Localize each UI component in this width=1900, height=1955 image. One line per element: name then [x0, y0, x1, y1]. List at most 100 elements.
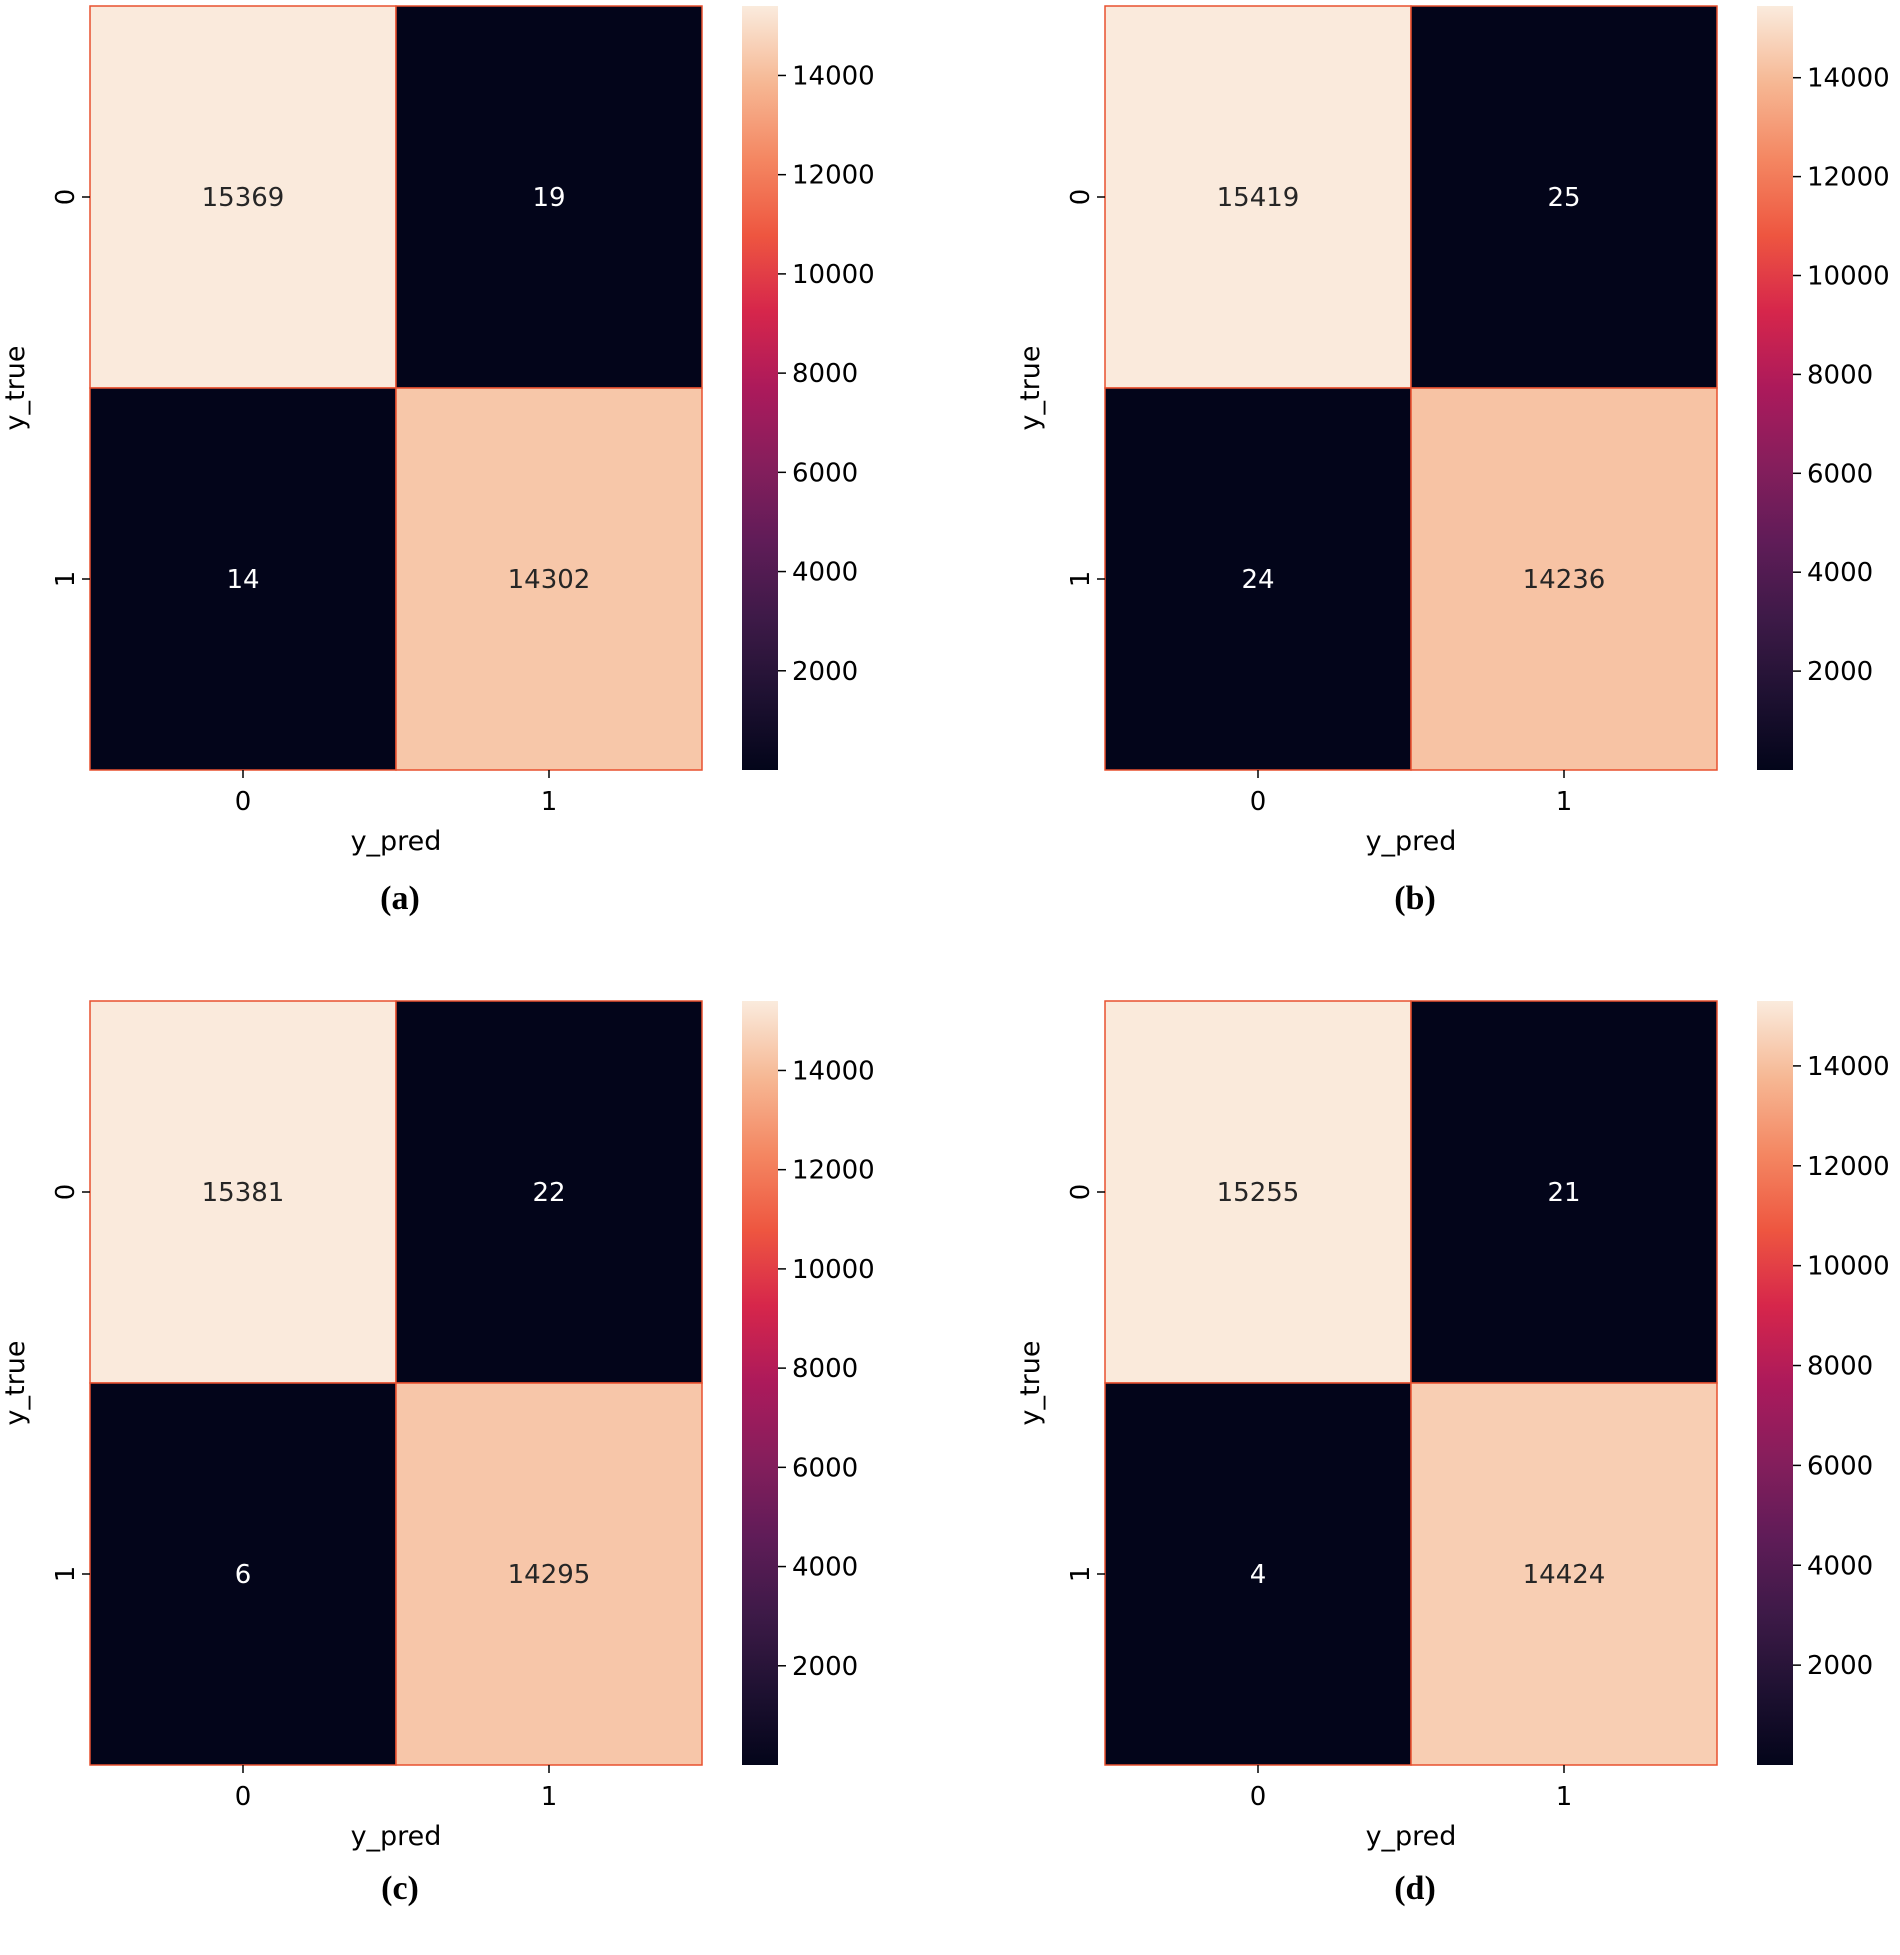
colorbar-tick-label-1: 12000 [1807, 163, 1890, 193]
x-axis-label: y_pred [1366, 1821, 1457, 1852]
cell-label-1-1: 14236 [1523, 565, 1606, 595]
x-axis-label: y_pred [351, 1821, 442, 1852]
y-tick-label-0: 0 [1066, 1184, 1096, 1201]
cell-1-1 [1410, 387, 1718, 771]
heatmap-b-svg: 15419 25 24 14236 0 1 0 1 y_pred y_true 14000 12000… [1015, 5, 1890, 857]
cell-1-0 [1104, 1382, 1412, 1766]
colorbar-tick-label-3: 8000 [792, 1354, 858, 1384]
cell-0-0 [89, 5, 397, 389]
cell-0-0 [1104, 5, 1412, 389]
cell-0-0 [1104, 1000, 1412, 1384]
colorbar-tick-label-5: 4000 [1807, 558, 1873, 588]
cell-label-1-1: 14295 [508, 1560, 591, 1590]
y-tick-label-1: 1 [51, 1566, 81, 1583]
colorbar-tick-label-1: 12000 [792, 1156, 875, 1186]
cell-label-0-1: 22 [532, 1178, 565, 1208]
y-axis-label: y_true [1015, 1341, 1046, 1426]
cell-0-1 [395, 1000, 703, 1384]
y-tick-label-0: 0 [51, 1184, 81, 1201]
colorbar-tick-label-6: 2000 [1807, 657, 1873, 687]
cell-1-0 [89, 1382, 397, 1766]
colorbar-tick-label-6: 2000 [1807, 1651, 1873, 1681]
caption-d: (d) [1394, 1870, 1436, 1907]
colorbar-tick-label-1: 12000 [792, 161, 875, 191]
x-tick-label-0: 0 [235, 1782, 252, 1812]
x-tick-label-1: 1 [541, 787, 558, 817]
colorbar-tick-label-3: 8000 [1807, 1352, 1873, 1382]
heatmap-panel-d: 15255 21 4 14424 0 1 0 1 y_pred y_true 14000 12000 1… [1015, 995, 1900, 1955]
colorbar-tick-label-0: 14000 [792, 1056, 875, 1086]
x-axis-label: y_pred [351, 826, 442, 857]
cell-1-0 [89, 387, 397, 771]
x-tick-label-0: 0 [1250, 1782, 1267, 1812]
colorbar-tick-label-0: 14000 [1807, 1052, 1890, 1082]
colorbar-tick-label-0: 14000 [792, 61, 875, 91]
cell-label-1-0: 24 [1241, 565, 1274, 595]
caption-b: (b) [1394, 880, 1436, 917]
y-axis-label: y_true [0, 346, 31, 431]
caption-a: (a) [380, 880, 420, 917]
colorbar-tick-label-4: 6000 [792, 1453, 858, 1483]
colorbar-tick-label-4: 6000 [1807, 459, 1873, 489]
cell-1-0 [1104, 387, 1412, 771]
heatmap-panel-b: 15419 25 24 14236 0 1 0 1 y_pred y_true 14000 12000… [1015, 0, 1900, 960]
y-tick-label-1: 1 [51, 571, 81, 588]
colorbar-tick-label-4: 6000 [792, 458, 858, 488]
cell-label-0-0: 15419 [1217, 183, 1300, 213]
y-tick-label-0: 0 [51, 189, 81, 206]
y-tick-label-0: 0 [1066, 189, 1096, 206]
x-tick-label-1: 1 [1556, 787, 1573, 817]
cell-label-1-0: 6 [235, 1560, 252, 1590]
x-tick-label-0: 0 [235, 787, 252, 817]
heatmap-a-svg: 15369 19 14 14302 0 1 0 1 y_pred y_true 14000 12000… [0, 5, 875, 857]
cell-1-1 [395, 387, 703, 771]
colorbar-tick-label-2: 10000 [1807, 1252, 1890, 1282]
colorbar-tick-label-2: 10000 [792, 260, 875, 290]
cell-1-1 [1410, 1382, 1718, 1766]
cell-label-1-0: 14 [226, 565, 259, 595]
colorbar-tick-label-3: 8000 [792, 359, 858, 389]
caption-c: (c) [381, 1870, 419, 1907]
heatmap-panel-c: 15381 22 6 14295 0 1 0 1 y_pred y_true 14000 12000 1… [0, 995, 950, 1955]
cell-label-0-1: 25 [1547, 183, 1580, 213]
y-tick-label-1: 1 [1066, 1566, 1096, 1583]
cell-0-1 [1410, 5, 1718, 389]
x-tick-label-1: 1 [541, 1782, 558, 1812]
heatmap-d-svg: 15255 21 4 14424 0 1 0 1 y_pred y_true 14000 12000 1… [1015, 1000, 1890, 1852]
y-axis-label: y_true [0, 1341, 31, 1426]
heatmap-panel-a: 15369 19 14 14302 0 1 0 1 y_pred y_true 14000 12000… [0, 0, 950, 960]
y-tick-label-1: 1 [1066, 571, 1096, 588]
y-axis-label: y_true [1015, 346, 1046, 431]
cell-label-0-0: 15255 [1217, 1178, 1300, 1208]
x-axis-label: y_pred [1366, 826, 1457, 857]
x-tick-label-0: 0 [1250, 787, 1267, 817]
colorbar [742, 1001, 778, 1765]
cell-label-1-1: 14424 [1523, 1560, 1606, 1590]
cell-0-1 [1410, 1000, 1718, 1384]
colorbar [742, 6, 778, 770]
heatmap-c-svg: 15381 22 6 14295 0 1 0 1 y_pred y_true 14000 12000 1… [0, 1000, 875, 1852]
colorbar-tick-label-2: 10000 [792, 1255, 875, 1285]
colorbar-tick-label-5: 4000 [1807, 1551, 1873, 1581]
colorbar-tick-label-5: 4000 [792, 1553, 858, 1583]
x-tick-label-1: 1 [1556, 1782, 1573, 1812]
cell-label-0-0: 15381 [202, 1178, 285, 1208]
cell-1-1 [395, 1382, 703, 1766]
colorbar-tick-label-6: 2000 [792, 1652, 858, 1682]
colorbar [1757, 1001, 1793, 1765]
colorbar-tick-label-5: 4000 [792, 558, 858, 588]
cell-label-0-0: 15369 [202, 183, 285, 213]
colorbar [1757, 6, 1793, 770]
colorbar-tick-label-1: 12000 [1807, 1152, 1890, 1182]
colorbar-tick-label-4: 6000 [1807, 1451, 1873, 1481]
cell-label-0-1: 19 [532, 183, 565, 213]
colorbar-tick-label-6: 2000 [792, 657, 858, 687]
colorbar-tick-label-3: 8000 [1807, 360, 1873, 390]
colorbar-tick-label-2: 10000 [1807, 262, 1890, 292]
cell-label-0-1: 21 [1547, 1178, 1580, 1208]
cell-label-1-1: 14302 [508, 565, 591, 595]
cell-label-1-0: 4 [1250, 1560, 1267, 1590]
colorbar-tick-label-0: 14000 [1807, 64, 1890, 94]
cell-0-1 [395, 5, 703, 389]
